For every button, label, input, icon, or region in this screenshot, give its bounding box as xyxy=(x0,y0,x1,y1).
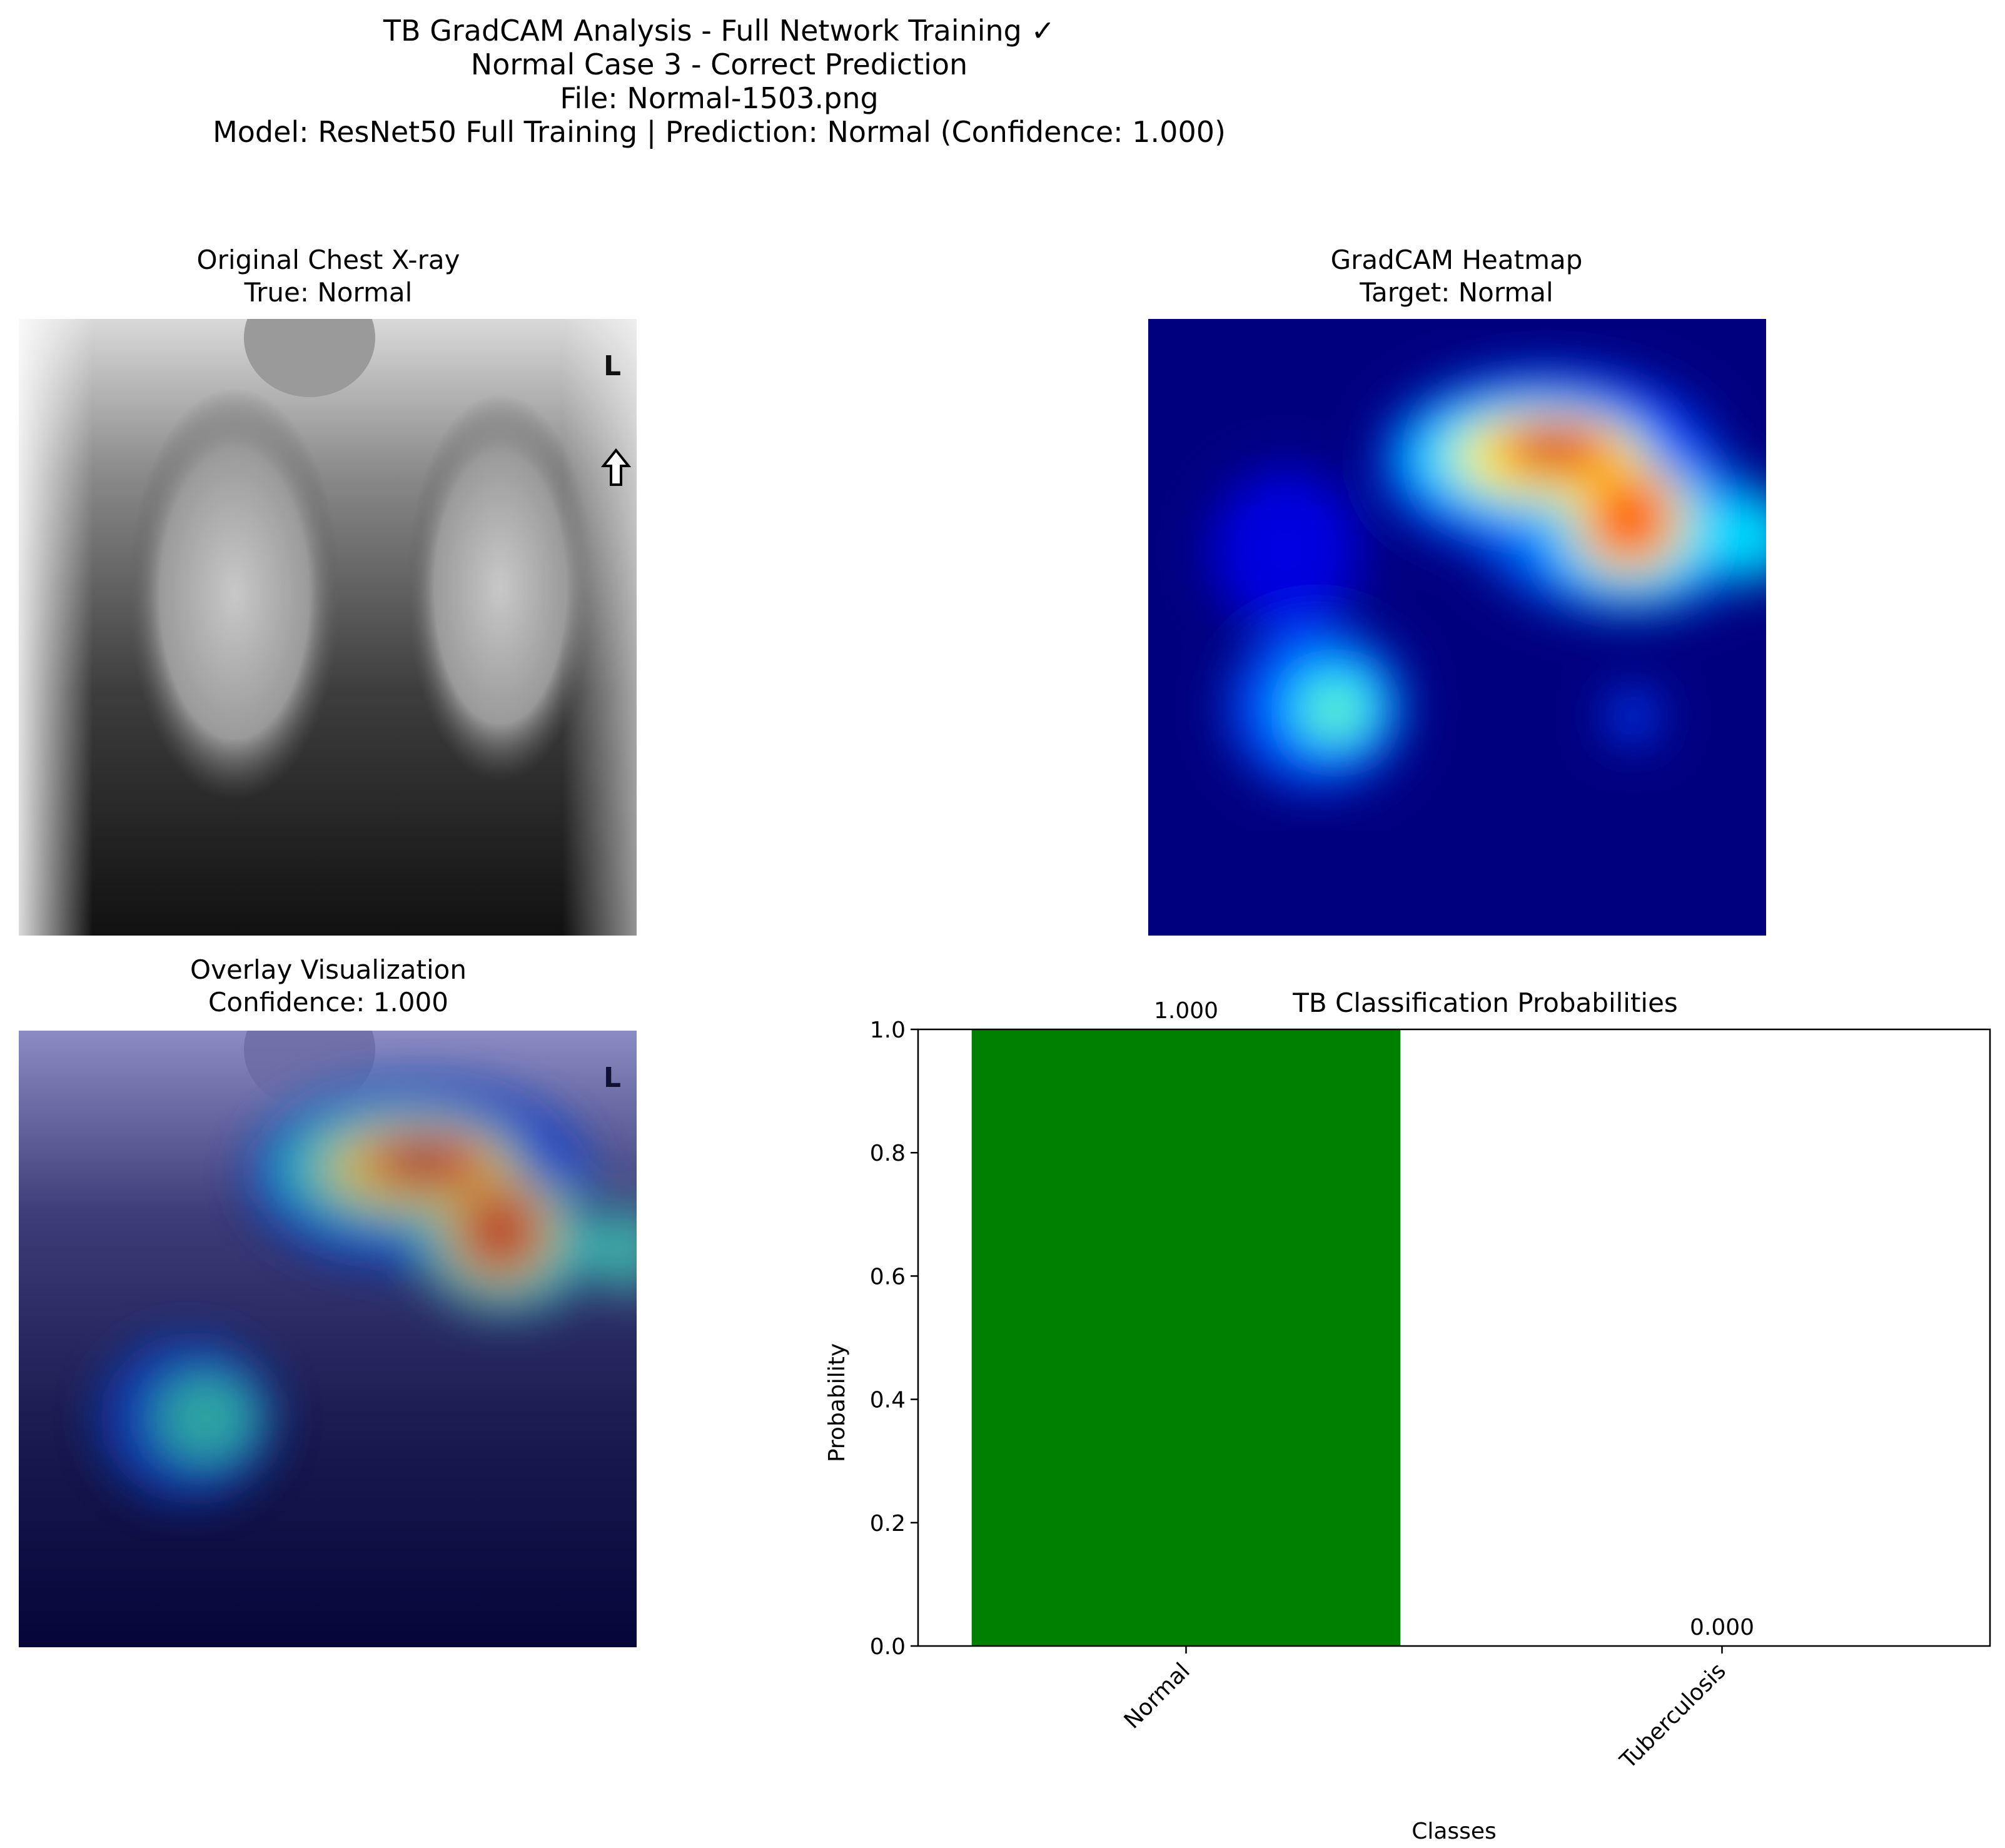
axes-frame xyxy=(917,1028,1991,1647)
svg-text:L: L xyxy=(604,350,621,382)
y-tick-label: 0.8 xyxy=(870,1141,906,1166)
bar-normal xyxy=(971,1029,1401,1646)
value-label-tuberculosis: 0.000 xyxy=(1690,1615,1754,1640)
y-tick-label: 0.6 xyxy=(870,1264,906,1290)
y-tick-label: 1.0 xyxy=(870,1017,906,1043)
figure-title-line-3: File: Normal-1503.png xyxy=(560,81,879,115)
bars-group xyxy=(971,1029,1401,1646)
gradcam-heatmap-image xyxy=(1148,319,1766,936)
overlay-title-text: Overlay Visualization xyxy=(190,954,467,985)
classification-bar-chart: TB Classification Probabilities 0.00.20.… xyxy=(824,987,1991,1844)
original-title-text: Original Chest X-ray xyxy=(196,245,460,275)
figure-title-line-4: Model: ResNet50 Full Training | Predicti… xyxy=(213,115,1226,149)
x-tick-label-normal: Normal xyxy=(1119,1658,1195,1734)
svg-text:L: L xyxy=(604,1062,621,1094)
chart-title: TB Classification Probabilities xyxy=(1292,987,1678,1018)
y-tick-label: 0.0 xyxy=(870,1634,906,1660)
original-panel-title: Original Chest X-ray True: Normal xyxy=(19,244,638,309)
figure-title-line-1: TB GradCAM Analysis - Full Network Train… xyxy=(383,14,1056,48)
y-axis-label: Probability xyxy=(824,1343,850,1462)
overlay-image: L xyxy=(19,1031,637,1647)
y-tick-label: 0.4 xyxy=(870,1388,906,1413)
original-xray-image: L xyxy=(19,319,637,936)
value-labels: 1.000 0.000 xyxy=(1154,998,1754,1640)
x-tick-label-tuberculosis: Tuberculosis xyxy=(1615,1658,1731,1774)
y-tick-label: 0.2 xyxy=(870,1511,906,1537)
heatmap-subtitle-text: Target: Normal xyxy=(1360,277,1553,308)
overlay-panel-title: Overlay Visualization Confidence: 1.000 xyxy=(19,954,638,1019)
x-axis-label: Classes xyxy=(1412,1819,1497,1844)
heatmap-panel-title: GradCAM Heatmap Target: Normal xyxy=(1147,244,1766,309)
y-axis: 0.0 0.2 0.4 0.6 0.8 1.0 xyxy=(870,1017,918,1660)
figure-title: TB GradCAM Analysis - Full Network Train… xyxy=(0,14,1438,149)
x-axis: Normal Tuberculosis xyxy=(1119,1646,1731,1774)
value-label-normal: 1.000 xyxy=(1154,998,1218,1024)
overlay-subtitle-text: Confidence: 1.000 xyxy=(208,987,448,1017)
heatmap-title-text: GradCAM Heatmap xyxy=(1330,245,1583,275)
original-subtitle-text: True: Normal xyxy=(244,277,413,308)
figure-title-line-2: Normal Case 3 - Correct Prediction xyxy=(470,48,968,81)
